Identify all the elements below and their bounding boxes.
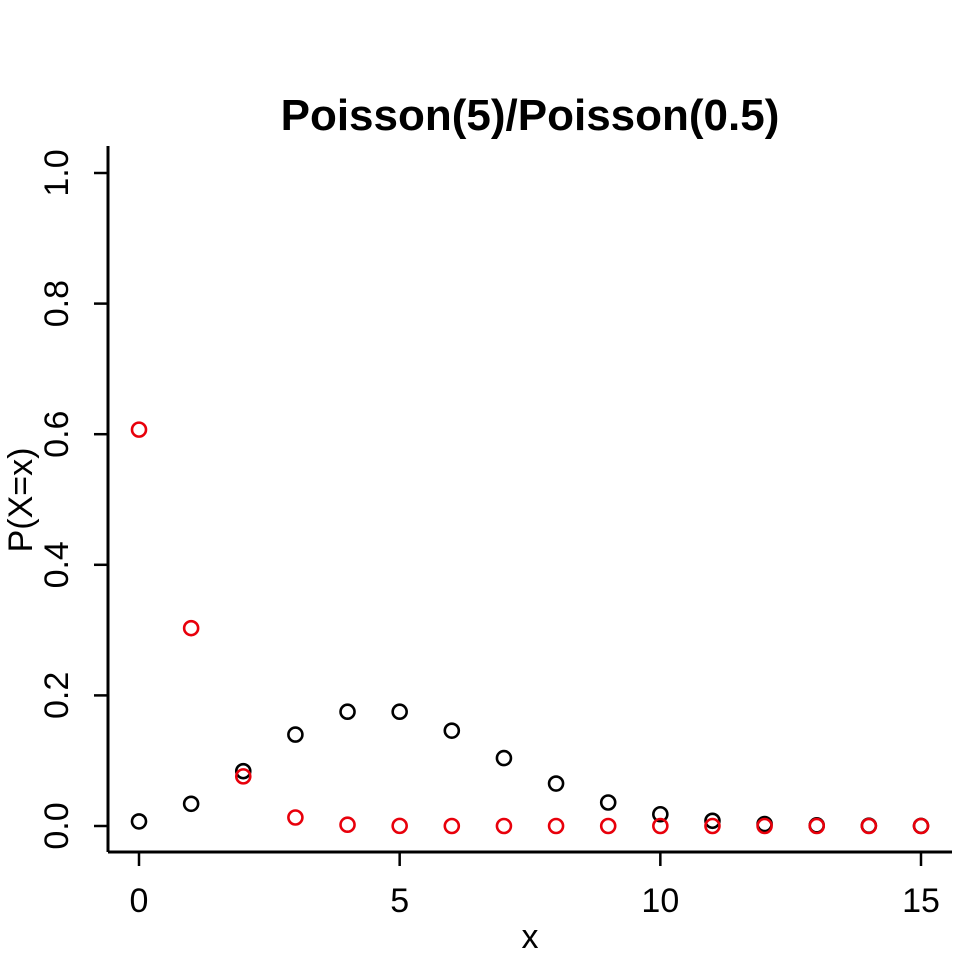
y-tick-label: 0.0: [38, 802, 76, 849]
data-point: [287, 809, 304, 826]
data-point: [234, 762, 252, 780]
data-point: [391, 817, 408, 835]
x-axis-label: x: [522, 918, 539, 956]
data-point: [495, 749, 513, 767]
data-point: [599, 817, 617, 835]
data-point: [339, 816, 356, 833]
data-point: [652, 817, 669, 835]
data-point: [234, 768, 252, 785]
data-point: [130, 813, 148, 830]
data-point: [704, 817, 721, 835]
y-axis-ticks: 0.0 0.2 0.4 0.6 0.8 1.0: [38, 149, 108, 850]
data-point: [182, 619, 200, 637]
series-1: [130, 703, 930, 835]
x-tick-label: 10: [641, 882, 679, 920]
data-point: [547, 775, 565, 792]
y-tick-label: 0.6: [38, 411, 76, 458]
y-tick-label: 1.0: [38, 149, 76, 196]
y-axis-label: P(X=x): [2, 448, 40, 553]
y-tick-label: 0.4: [38, 541, 76, 588]
y-tick-label: 0.2: [38, 672, 76, 719]
series-2: [130, 421, 930, 835]
data-point: [599, 794, 617, 811]
x-tick-label: 15: [902, 882, 940, 920]
x-tick-label: 0: [130, 882, 149, 920]
chart-title: Poisson(5)/Poisson(0.5): [281, 91, 780, 140]
data-point: [756, 817, 773, 835]
data-point: [182, 795, 200, 813]
x-tick-label: 5: [390, 882, 409, 920]
data-point: [547, 817, 565, 835]
data-point: [130, 421, 148, 438]
data-point: [808, 817, 826, 835]
data-point: [704, 812, 721, 830]
data-point: [391, 703, 408, 721]
data-point: [443, 722, 461, 739]
data-point: [912, 817, 930, 835]
y-tick-label: 0.8: [38, 280, 76, 327]
data-point: [287, 726, 304, 743]
data-point: [652, 805, 669, 823]
x-axis-ticks: 0 5 10 15: [130, 852, 940, 920]
data-point: [495, 817, 513, 835]
data-point: [339, 703, 356, 721]
data-point: [443, 817, 461, 835]
data-points: [130, 421, 930, 835]
data-point: [860, 817, 878, 835]
